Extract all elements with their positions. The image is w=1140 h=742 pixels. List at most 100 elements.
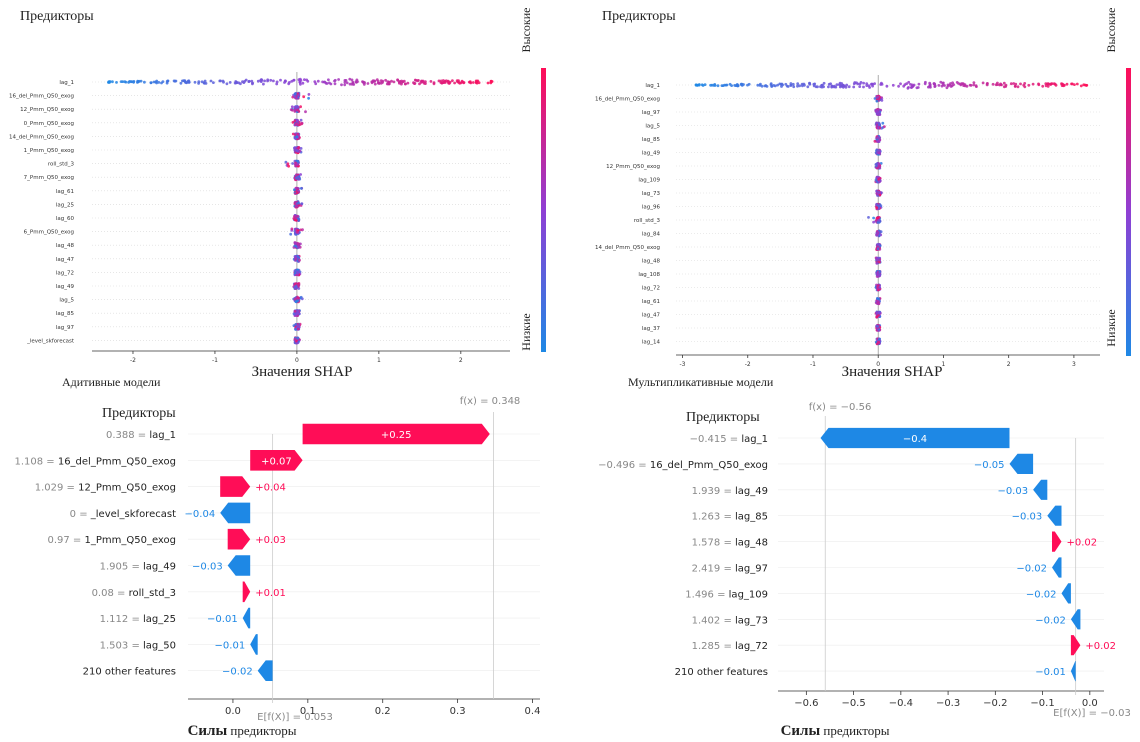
shap-point [1046, 85, 1050, 88]
shap-point [302, 95, 306, 99]
shap-point [209, 79, 213, 83]
shap-point [286, 162, 290, 166]
shap-point [294, 218, 298, 222]
shap-point [808, 81, 811, 85]
contribution-label: +0.02 [1067, 538, 1098, 549]
shap-point [403, 82, 407, 86]
shap-point [294, 255, 297, 259]
shap-point [333, 82, 337, 86]
shap-point [293, 241, 297, 245]
x-tick-label: -2 [130, 357, 136, 364]
shap-point [279, 78, 282, 82]
shap-point [143, 80, 146, 84]
shap-point [289, 232, 293, 236]
waterfall-multiplicative-xlabel-bold: Силы [781, 723, 821, 739]
shap-point [429, 80, 433, 83]
shap-point [284, 79, 287, 83]
shap-point [885, 84, 889, 88]
shap-point [193, 80, 197, 84]
feature-value: 1.029 = [35, 483, 78, 494]
shap-point [327, 78, 330, 82]
shap-point [157, 81, 161, 84]
shap-point [883, 125, 886, 128]
shap-point [363, 81, 366, 85]
shap-point [999, 83, 1003, 86]
x-tick-label: 0.0 [225, 706, 241, 717]
shap-point [299, 173, 302, 176]
shap-point [740, 83, 743, 87]
feature-label: lag_85 [56, 311, 75, 317]
x-tick-label: 3 [1072, 361, 1076, 368]
shap-point [107, 80, 111, 84]
shap-point [897, 84, 900, 88]
feature-value: 1.939 = [692, 486, 735, 497]
feature-row-label: 2.419 = lag_97 [692, 564, 768, 575]
x-tick-label: 1 [942, 361, 946, 368]
contribution-bar [1052, 531, 1062, 552]
shap-point [295, 299, 299, 303]
feature-label: _level_skforecast [26, 338, 75, 344]
shap-point [1002, 81, 1006, 85]
contribution-bar [1070, 661, 1076, 682]
feature-name: 16_del_Pmm_Q50_exog [650, 460, 768, 471]
shap-point [875, 121, 878, 125]
feature-name: lag_97 [735, 564, 768, 575]
feature-label: lag_49 [56, 284, 75, 290]
contribution-bar [250, 634, 258, 655]
feature-label: 7_Pmm_Q50_exog [24, 175, 74, 181]
waterfall-multiplicative-title: Предикторы [686, 410, 760, 425]
shap-point [448, 80, 452, 84]
shap-point [294, 282, 297, 286]
contribution-bar [242, 607, 251, 629]
waterfall-multiplicative-efx: E[f(X)] = −0.03 [1053, 708, 1131, 719]
waterfall-additive-efx: E[f(X)] = 0.053 [257, 712, 333, 723]
waterfall-additive-plot: 0.0 0.1 0.2 0.3 0.4 +0.25 0.388 = lag_1 +0.07 1.… [14, 412, 540, 717]
shap-point [200, 80, 204, 84]
feature-name: lag_49 [143, 562, 176, 573]
shap-point [1009, 82, 1013, 86]
shap-point [321, 80, 324, 84]
feature-name: lag_1 [149, 430, 176, 441]
shap-point [293, 119, 297, 123]
shap-point [1031, 82, 1035, 86]
feature-row-label: 0.08 = roll_std_3 [92, 588, 176, 599]
shap-point [876, 342, 879, 346]
shap-point [287, 82, 291, 86]
shap-point [294, 257, 298, 261]
shap-point [1073, 83, 1076, 86]
contribution-label: +0.03 [255, 535, 286, 546]
waterfall-additive-xlabel-rest: предикторы [227, 723, 297, 738]
feature-label: lag_49 [642, 151, 661, 157]
shap-point [843, 84, 846, 88]
contribution-label: +0.04 [255, 483, 286, 494]
feature-row-label: 1.905 = lag_49 [100, 562, 176, 573]
shap-point [297, 242, 300, 246]
shap-point [291, 132, 295, 136]
colorbar-multiplicative-high: Высокие [1104, 8, 1118, 53]
shap-point [827, 85, 830, 89]
colorbar-multiplicative [1126, 68, 1131, 356]
shap-point [441, 79, 445, 82]
shap-point [304, 110, 307, 114]
shap-point [475, 80, 479, 83]
shap-point [1004, 85, 1008, 88]
contribution-bar [250, 450, 303, 471]
shap-point [1037, 82, 1040, 86]
x-tick-label: 0 [295, 357, 299, 364]
feature-label: lag_73 [642, 191, 661, 197]
shap-point [791, 82, 795, 86]
shap-point [955, 81, 959, 84]
shap-point [348, 82, 352, 86]
shap-point [814, 85, 818, 89]
contribution-bar [302, 423, 490, 445]
feature-value: 0.388 = [106, 430, 149, 441]
shap-point [111, 80, 114, 84]
beeswarm-multiplicative-title: Предикторы [602, 9, 676, 24]
shap-point [297, 93, 301, 97]
shap-point [455, 79, 459, 83]
shap-point [333, 78, 337, 82]
shap-point [1054, 83, 1058, 87]
shap-point [879, 162, 883, 165]
shap-point [266, 78, 270, 82]
